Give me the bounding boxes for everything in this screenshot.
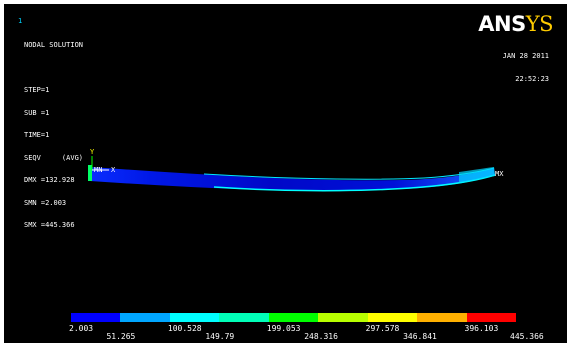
- legend-tick-top: 297.578: [365, 324, 400, 333]
- legend-segment: [268, 313, 319, 322]
- date-time-block: JAN 28 2011 22:52:23: [503, 38, 549, 98]
- fixed-support: [88, 165, 92, 181]
- legend-tick-bottom: 248.316: [304, 332, 338, 341]
- axis-x-label: X: [111, 166, 116, 174]
- legend-tick-top: 2.003: [69, 324, 94, 333]
- info-line-time: TIME=1: [24, 131, 50, 139]
- legend-segment: [219, 313, 269, 322]
- legend-segment: [71, 313, 121, 322]
- legend-segment: [466, 313, 516, 322]
- contour-legend-bar: [71, 313, 516, 322]
- max-marker-label: MX: [495, 170, 504, 178]
- legend-tick-bottom: 445.366: [510, 332, 544, 341]
- deformed-beam: [90, 167, 495, 191]
- legend-tick-top: 396.103: [464, 324, 499, 333]
- info-line-title: NODAL SOLUTION: [24, 41, 84, 49]
- legend-segment: [367, 313, 418, 322]
- window-number: 1: [18, 17, 23, 25]
- legend-tick-bottom: 51.265: [106, 332, 136, 341]
- info-line-step: STEP=1: [24, 86, 50, 94]
- legend-segment: [169, 313, 220, 322]
- axis-y-label: Y: [90, 148, 95, 156]
- legend-tick-top: 199.053: [266, 324, 301, 333]
- legend-segment: [417, 313, 467, 322]
- time-text: 22:52:23: [515, 74, 549, 83]
- legend-tick-top: 100.528: [167, 324, 202, 333]
- min-marker-label: MN: [94, 166, 102, 174]
- info-line-seqv: SEQV (AVG): [24, 153, 84, 162]
- graphics-viewport[interactable]: 1 NODAL SOLUTION STEP=1 SUB =1 TIME=1 SE…: [4, 4, 567, 343]
- logo-main: ANS: [478, 12, 526, 36]
- legend-segment: [120, 313, 170, 322]
- info-line-smx: SMX =445.366: [24, 221, 75, 229]
- info-line-smn: SMN =2.003: [24, 198, 67, 207]
- info-line-dmx: DMX =132.928: [24, 176, 75, 184]
- model-plot[interactable]: Y X MN MX: [4, 4, 567, 343]
- beam-right-hotspot: [459, 167, 495, 183]
- legend-tick-bottom: 149.79: [205, 332, 235, 341]
- ansys-logo: ANSYS: [478, 12, 554, 36]
- info-line-sub: SUB =1: [24, 108, 50, 117]
- legend-segment: [318, 313, 368, 322]
- date-text: JAN 28 2011: [502, 52, 549, 60]
- legend-tick-bottom: 346.841: [403, 332, 437, 341]
- solution-info-block: NODAL SOLUTION STEP=1 SUB =1 TIME=1 SEQV…: [24, 27, 83, 245]
- logo-accent: YS: [525, 12, 554, 36]
